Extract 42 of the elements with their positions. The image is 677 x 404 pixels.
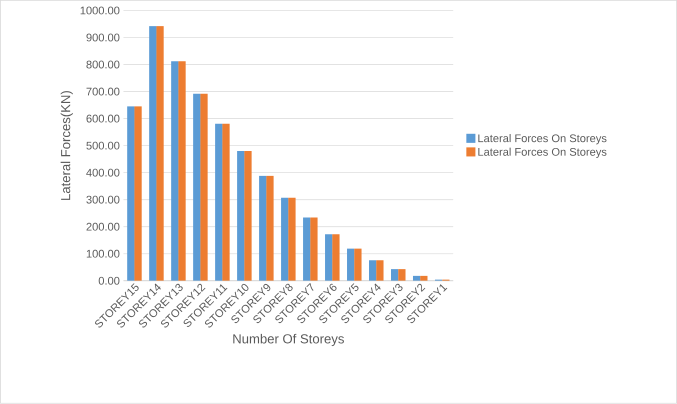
y-tick-label: 900.00 [86, 34, 120, 42]
bar [390, 269, 398, 281]
bar [369, 260, 376, 281]
x-axis-title: Number Of Storeys [233, 334, 344, 346]
y-tick-label: 1000.00 [80, 6, 120, 15]
bar [420, 276, 428, 281]
bar [171, 61, 178, 281]
bar [193, 94, 200, 281]
y-tick-label: 400.00 [86, 168, 120, 177]
bar [244, 151, 252, 281]
bar [222, 124, 230, 281]
bar [149, 26, 156, 281]
y-tick-label: 500.00 [86, 142, 120, 150]
y-tick-label: 600.00 [86, 114, 120, 123]
y-tick-label: 300.00 [86, 196, 120, 204]
bar [303, 218, 310, 281]
y-tick-label: 200.00 [86, 222, 120, 231]
bar [325, 234, 332, 281]
bar [200, 94, 208, 281]
bar [237, 151, 244, 281]
bar [259, 176, 266, 281]
bar [156, 26, 164, 281]
bar [127, 106, 134, 281]
bar [288, 198, 296, 281]
y-tick-label: 100.00 [86, 250, 120, 258]
bar [134, 106, 142, 281]
bar [398, 269, 406, 281]
legend-label: Lateral Forces On Storeys [478, 148, 606, 158]
bar [215, 124, 222, 281]
bar [376, 260, 384, 281]
y-tick-label: 800.00 [86, 60, 120, 69]
bar [354, 248, 362, 281]
bar [332, 234, 340, 281]
y-tick-label: 0.00 [98, 276, 120, 285]
y-tick-label: 700.00 [86, 88, 120, 96]
y-axis-title: Lateral Forces(KN) [60, 91, 73, 200]
bar [178, 61, 186, 281]
bar [266, 176, 274, 281]
bar [310, 218, 318, 281]
legend-label: Lateral Forces On Storeys [478, 134, 606, 145]
bar [347, 248, 354, 281]
bar [281, 198, 288, 281]
